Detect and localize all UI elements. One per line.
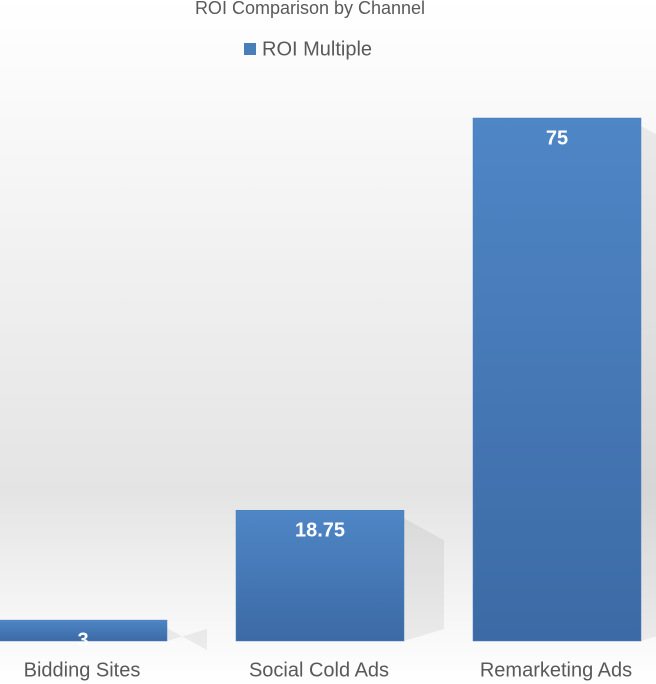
bar-shadow <box>404 518 444 641</box>
data-label: 75 <box>546 127 568 149</box>
legend-label: ROI Multiple <box>262 38 372 60</box>
chart-title: ROI Comparison by Channel <box>195 0 425 18</box>
x-tick-label: Bidding Sites <box>24 659 141 681</box>
bar <box>235 510 405 642</box>
bar-shadow <box>641 126 656 641</box>
legend-swatch <box>244 43 256 55</box>
data-label: 3 <box>77 629 88 651</box>
data-label: 18.75 <box>295 520 345 542</box>
x-tick-label: Remarketing Ads <box>480 659 632 681</box>
x-tick-label: Social Cold Ads <box>249 659 389 681</box>
bar-shadow <box>167 628 207 651</box>
bar <box>0 619 168 642</box>
bar <box>472 117 642 642</box>
